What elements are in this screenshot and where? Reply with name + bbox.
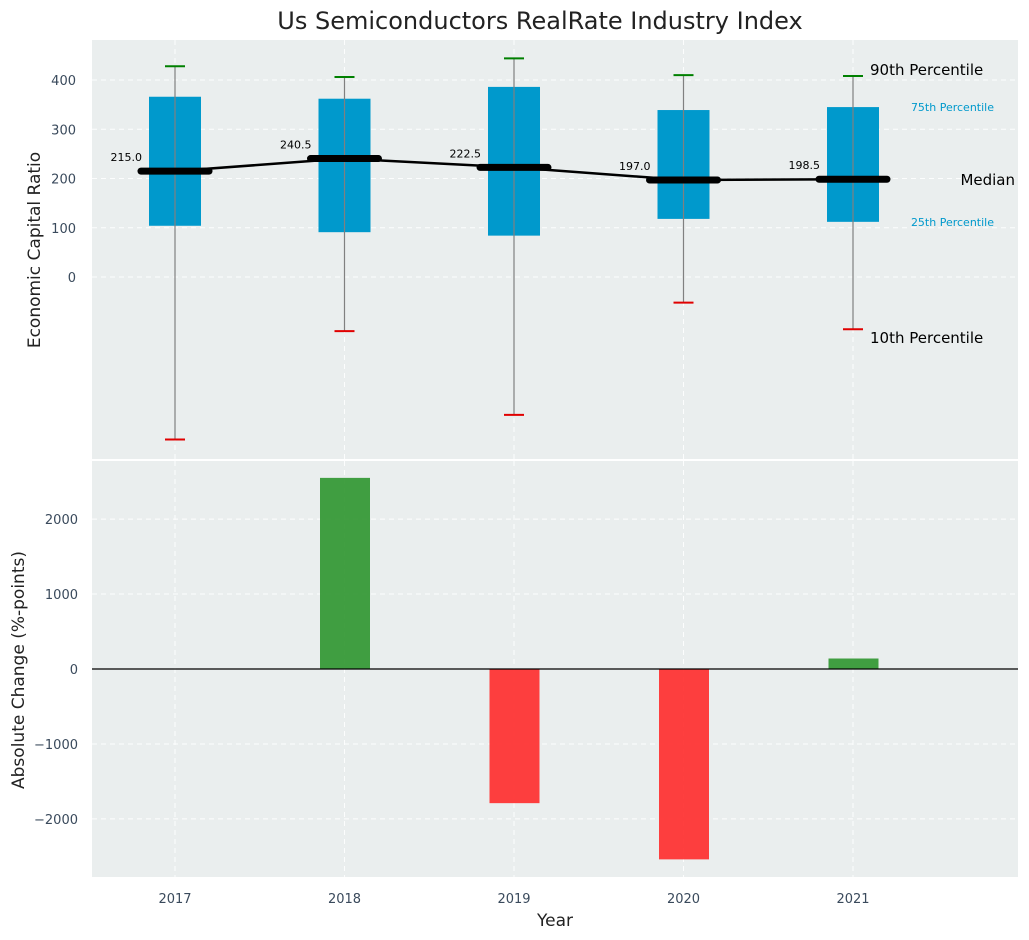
bar-negative [659, 669, 709, 860]
bar-positive [828, 658, 879, 669]
y-tick-label: −1000 [34, 738, 78, 753]
annotation-p75: 75th Percentile [911, 101, 994, 114]
median-value-label: 215.0 [111, 151, 143, 164]
annotation-p90: 90th Percentile [870, 61, 983, 79]
y-tick-label: 2000 [45, 513, 78, 528]
y-tick-label: 100 [51, 222, 76, 237]
median-value-label: 222.5 [450, 147, 482, 160]
x-tick-label: 2018 [328, 892, 361, 907]
plot-area-top [92, 40, 1018, 459]
y-tick-label: 1000 [45, 588, 78, 603]
annotation-p25: 25th Percentile [911, 216, 994, 229]
y-tick-label: 400 [51, 74, 76, 89]
median-value-label: 198.5 [789, 159, 821, 172]
bar-negative [489, 669, 540, 804]
x-axis-label: Year [536, 911, 573, 931]
y-tick-label: 300 [51, 123, 76, 138]
x-tick-label: 2019 [497, 892, 530, 907]
box-panel: 0 100 200 300 400 215.0 240.5 222.5 197.0 198.5 90… [51, 40, 1018, 459]
chart-title: Us Semiconductors RealRate Industry Inde… [277, 7, 802, 35]
y-tick-label: −2000 [34, 813, 78, 828]
median-value-label: 197.0 [619, 160, 651, 173]
y-tick-label: 0 [68, 271, 76, 286]
annotation-p10: 10th Percentile [870, 329, 983, 347]
change-panel: −2000 −1000 0 1000 2000 2017 2018 2019 2020 2021 [34, 459, 1018, 907]
median-value-label: 240.5 [280, 139, 312, 152]
y-axis-label-top: Economic Capital Ratio [25, 152, 45, 348]
annotation-median: Median [960, 171, 1015, 189]
bar-positive [320, 477, 370, 669]
x-tick-label: 2020 [667, 892, 700, 907]
y-tick-label: 200 [51, 173, 76, 188]
x-tick-label: 2017 [158, 892, 191, 907]
y-tick-label: 0 [70, 663, 78, 678]
x-tick-label: 2021 [836, 892, 869, 907]
y-axis-label-bottom: Absolute Change (%-points) [9, 551, 29, 789]
